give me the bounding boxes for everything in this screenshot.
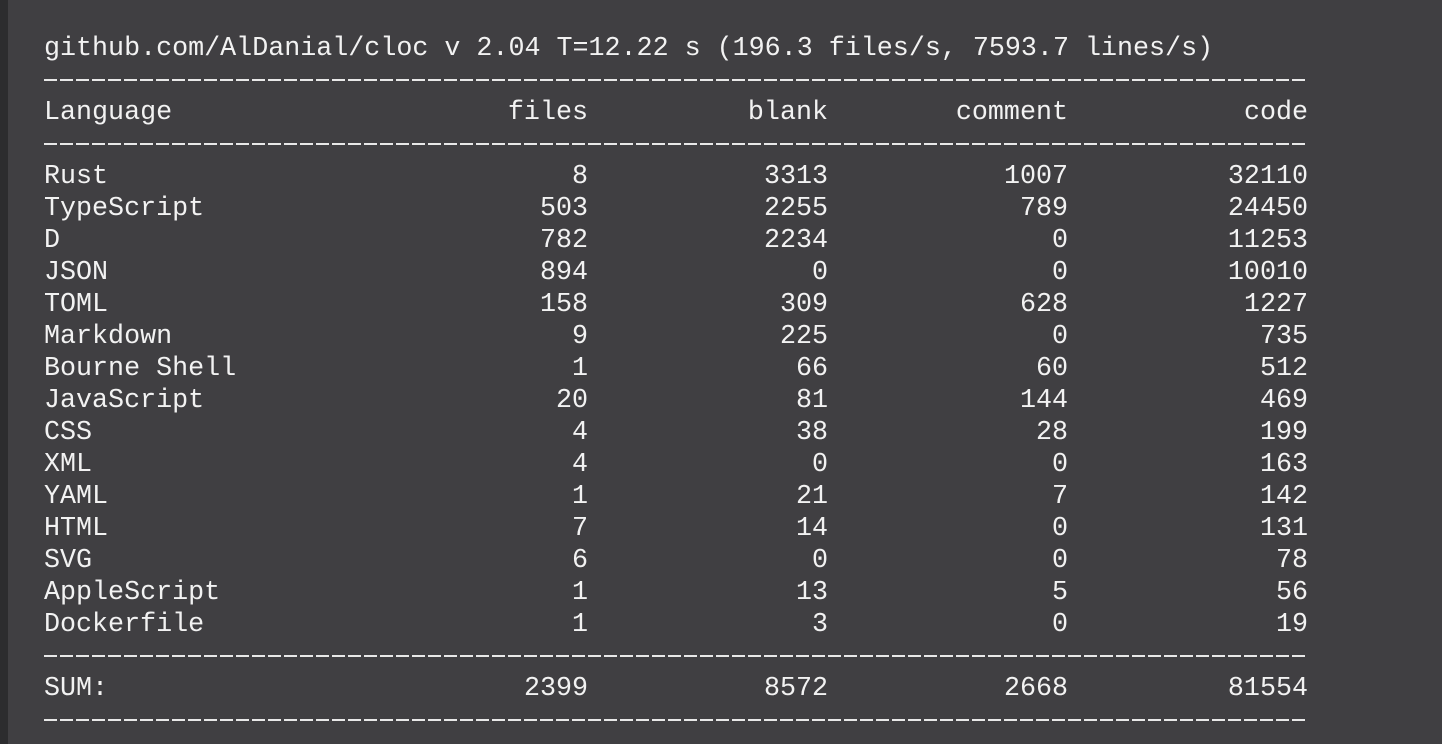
language-name: TOML [44, 290, 108, 320]
count-cell: 199 [1260, 418, 1308, 448]
count-cell: 0 [1052, 514, 1068, 544]
count-cell: 9 [572, 322, 588, 352]
count-cell: 512 [1260, 354, 1308, 384]
count-cell: 21 [796, 482, 828, 512]
language-name: D [44, 226, 60, 256]
column-header: Language [44, 98, 172, 128]
column-header: blank [748, 98, 828, 128]
count-cell: 0 [1052, 322, 1068, 352]
count-cell: 14 [796, 514, 828, 544]
count-cell: 2234 [764, 226, 828, 256]
language-name: SVG [44, 546, 92, 576]
count-cell: 11253 [1228, 226, 1308, 256]
count-cell: 2255 [764, 194, 828, 224]
count-cell: 13 [796, 578, 828, 608]
count-cell: 66 [796, 354, 828, 384]
language-name: HTML [44, 514, 108, 544]
count-cell: 1 [572, 354, 588, 384]
language-name: YAML [44, 482, 108, 512]
count-cell: 32110 [1228, 162, 1308, 192]
count-cell: 1 [572, 610, 588, 640]
sum-cell: 2399 [524, 674, 588, 704]
sum-label: SUM: [44, 674, 108, 704]
count-cell: 469 [1260, 386, 1308, 416]
sum-cell: 8572 [764, 674, 828, 704]
count-cell: 131 [1260, 514, 1308, 544]
count-cell: 38 [796, 418, 828, 448]
column-header: comment [956, 98, 1068, 128]
column-header: code [1244, 98, 1308, 128]
count-cell: 0 [812, 258, 828, 288]
window-edge [0, 0, 8, 744]
count-cell: 163 [1260, 450, 1308, 480]
count-cell: 503 [540, 194, 588, 224]
count-cell: 6 [572, 546, 588, 576]
count-cell: 225 [780, 322, 828, 352]
count-cell: 0 [1052, 450, 1068, 480]
count-cell: 782 [540, 226, 588, 256]
cloc-header: github.com/AlDanial/cloc v 2.04 T=12.22 … [44, 34, 1213, 64]
count-cell: 8 [572, 162, 588, 192]
language-name: JSON [44, 258, 108, 288]
count-cell: 56 [1276, 578, 1308, 608]
language-name: Markdown [44, 322, 172, 352]
count-cell: 0 [812, 450, 828, 480]
count-cell: 1 [572, 482, 588, 512]
language-name: TypeScript [44, 194, 204, 224]
count-cell: 0 [812, 546, 828, 576]
count-cell: 28 [1036, 418, 1068, 448]
language-name: Bourne Shell [44, 354, 236, 384]
count-cell: 10010 [1228, 258, 1308, 288]
count-cell: 789 [1020, 194, 1068, 224]
language-name: CSS [44, 418, 92, 448]
count-cell: 0 [1052, 258, 1068, 288]
count-cell: 144 [1020, 386, 1068, 416]
count-cell: 158 [540, 290, 588, 320]
count-cell: 24450 [1228, 194, 1308, 224]
count-cell: 1 [572, 578, 588, 608]
sum-cell: 2668 [1004, 674, 1068, 704]
count-cell: 0 [1052, 546, 1068, 576]
language-name: JavaScript [44, 386, 204, 416]
count-cell: 20 [556, 386, 588, 416]
count-cell: 0 [1052, 226, 1068, 256]
column-header: files [508, 98, 588, 128]
language-name: Dockerfile [44, 610, 204, 640]
sum-cell: 81554 [1228, 674, 1308, 704]
count-cell: 0 [1052, 610, 1068, 640]
count-cell: 3313 [764, 162, 828, 192]
count-cell: 628 [1020, 290, 1068, 320]
count-cell: 78 [1276, 546, 1308, 576]
count-cell: 3 [812, 610, 828, 640]
language-name: Rust [44, 162, 108, 192]
count-cell: 5 [1052, 578, 1068, 608]
language-name: XML [44, 450, 92, 480]
count-cell: 735 [1260, 322, 1308, 352]
count-cell: 1007 [1004, 162, 1068, 192]
count-cell: 7 [572, 514, 588, 544]
count-cell: 1227 [1244, 290, 1308, 320]
count-cell: 309 [780, 290, 828, 320]
count-cell: 894 [540, 258, 588, 288]
count-cell: 19 [1276, 610, 1308, 640]
count-cell: 81 [796, 386, 828, 416]
count-cell: 142 [1260, 482, 1308, 512]
count-cell: 4 [572, 418, 588, 448]
count-cell: 60 [1036, 354, 1068, 384]
count-cell: 7 [1052, 482, 1068, 512]
count-cell: 4 [572, 450, 588, 480]
language-name: AppleScript [44, 578, 220, 608]
